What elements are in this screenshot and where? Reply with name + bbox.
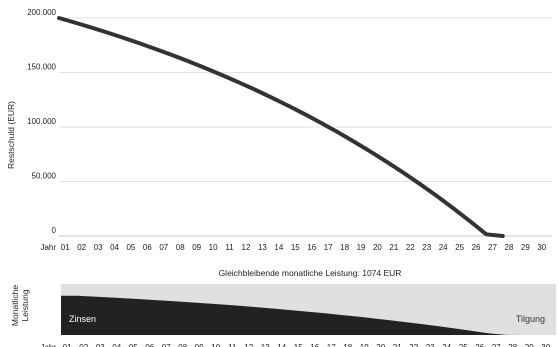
x-tick-label: 13 <box>258 243 267 252</box>
sub-y-axis-label: MonatlicheLeistung <box>10 285 30 326</box>
x-axis-prefix: Jahr <box>40 243 56 252</box>
x-tick-label: 20 <box>373 243 382 252</box>
area-label-zinsen: Zinsen <box>69 314 96 324</box>
series-line-restschuld <box>57 16 505 238</box>
y-axis-label: Restschuld (EUR) <box>6 101 16 169</box>
sub-x-tick-label: 07 <box>162 343 171 347</box>
x-tick-label: 11 <box>225 243 234 252</box>
sub-x-tick-label: 14 <box>277 343 286 347</box>
sub-x-tick-label: 22 <box>409 343 418 347</box>
sub-x-tick-label: 28 <box>508 343 517 347</box>
x-tick-label: 18 <box>340 243 349 252</box>
x-tick-label: 10 <box>209 243 218 252</box>
sub-x-tick-label: 18 <box>343 343 352 347</box>
x-tick-label: 16 <box>307 243 316 252</box>
sub-x-tick-label: 12 <box>244 343 253 347</box>
x-tick-label: 12 <box>242 243 251 252</box>
sub-x-tick-label: 24 <box>442 343 451 347</box>
sub-x-tick-label: 15 <box>294 343 303 347</box>
sub-x-tick-label: 05 <box>129 343 138 347</box>
sub-x-tick-label: 13 <box>261 343 270 347</box>
x-tick-label: 09 <box>192 243 201 252</box>
sub-x-tick-label: 26 <box>475 343 484 347</box>
sub-x-tick-label: 16 <box>310 343 319 347</box>
x-tick-label: 23 <box>422 243 431 252</box>
x-tick-label: 19 <box>357 243 366 252</box>
area-zinsen <box>61 295 556 335</box>
sub-x-tick-label: 29 <box>525 343 534 347</box>
sub-x-tick-label: 01 <box>63 343 72 347</box>
x-tick-label: 27 <box>488 243 497 252</box>
x-tick-label: 29 <box>521 243 530 252</box>
x-tick-label: 15 <box>291 243 300 252</box>
sub-x-tick-label: 10 <box>211 343 220 347</box>
y-tick-label: 100.000 <box>27 117 56 126</box>
x-tick-label: 22 <box>406 243 415 252</box>
sub-x-tick-label: 17 <box>327 343 336 347</box>
sub-x-tick-label: 21 <box>393 343 402 347</box>
x-tick-label: 03 <box>94 243 103 252</box>
sub-x-tick-label: 19 <box>360 343 369 347</box>
x-tick-label: 26 <box>472 243 481 252</box>
x-tick-label: 06 <box>143 243 152 252</box>
x-tick-label: 14 <box>274 243 283 252</box>
sub-x-axis-prefix: Jahr <box>40 343 56 347</box>
sub-x-tick-label: 06 <box>145 343 154 347</box>
sub-x-tick-label: 25 <box>459 343 468 347</box>
payment-chart: Gleichbleibende monatliche Leistung: 107… <box>10 268 556 347</box>
x-tick-label: 05 <box>126 243 135 252</box>
y-tick-label: 200.000 <box>27 8 56 17</box>
x-tick-label: 24 <box>439 243 448 252</box>
x-tick-label: 07 <box>159 243 168 252</box>
x-tick-label: 30 <box>537 243 546 252</box>
sub-x-tick-label: 30 <box>541 343 550 347</box>
x-tick-label: 02 <box>77 243 86 252</box>
y-tick-label: 50.000 <box>32 172 57 181</box>
x-tick-label: 25 <box>455 243 464 252</box>
sub-x-tick-label: 27 <box>492 343 501 347</box>
sub-x-tick-label: 09 <box>195 343 204 347</box>
x-tick-label: 28 <box>504 243 513 252</box>
x-tick-label: 04 <box>110 243 119 252</box>
y-tick-label: 150.000 <box>27 63 56 72</box>
sub-x-tick-label: 20 <box>376 343 385 347</box>
sub-x-tick-label: 03 <box>96 343 105 347</box>
sub-x-tick-label: 08 <box>178 343 187 347</box>
sub-x-tick-label: 11 <box>228 343 237 347</box>
sub-x-tick-label: 04 <box>112 343 121 347</box>
area-label-tilgung: Tilgung <box>516 314 545 324</box>
balance-chart: 0 50.000 100.000 150.000 200.000 Restschuld (… <box>6 8 552 252</box>
y-tick-label: 0 <box>52 226 57 235</box>
x-tick-label: 08 <box>176 243 185 252</box>
x-tick-label: 01 <box>61 243 70 252</box>
sub-x-tick-label: 02 <box>79 343 88 347</box>
sub-chart-title: Gleichbleibende monatliche Leistung: 107… <box>219 268 402 278</box>
x-tick-label: 17 <box>324 243 333 252</box>
sub-x-tick-label: 23 <box>426 343 435 347</box>
x-tick-label: 21 <box>389 243 398 252</box>
